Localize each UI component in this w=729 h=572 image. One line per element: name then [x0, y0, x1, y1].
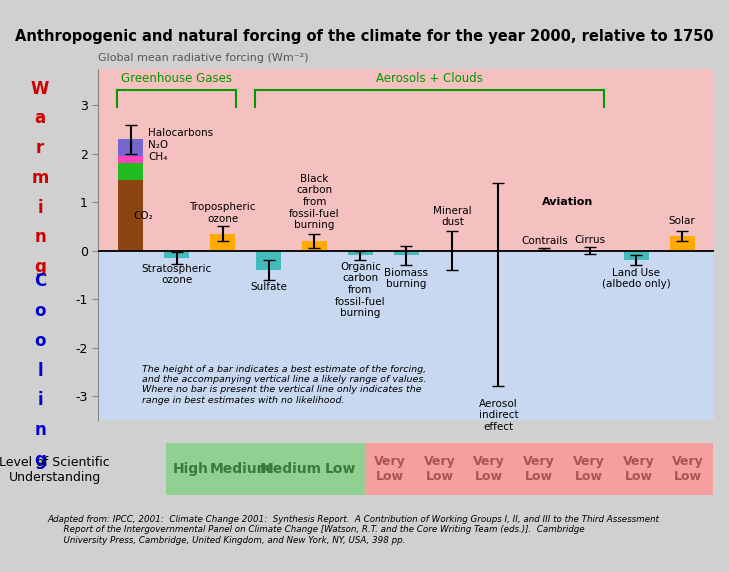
Text: r: r: [36, 139, 44, 157]
Text: Halocarbons: Halocarbons: [148, 128, 213, 138]
Text: Solar: Solar: [669, 216, 695, 227]
Text: Very
Low: Very Low: [473, 455, 505, 483]
Text: W: W: [31, 80, 50, 98]
Text: C: C: [34, 272, 46, 291]
Text: N₂O: N₂O: [148, 140, 168, 150]
Text: Medium: Medium: [260, 462, 321, 476]
Text: n: n: [34, 421, 46, 439]
Bar: [256, 251, 281, 270]
Text: g: g: [34, 258, 46, 276]
Bar: [670, 236, 695, 251]
Bar: [118, 180, 143, 251]
Text: Contrails: Contrails: [521, 236, 568, 246]
Bar: [348, 251, 373, 256]
Text: i: i: [37, 198, 43, 217]
Bar: [210, 233, 235, 251]
Text: n: n: [34, 228, 46, 247]
Text: CO₂: CO₂: [133, 210, 153, 221]
Text: The height of a bar indicates a best estimate of the forcing,
and the accompanyi: The height of a bar indicates a best est…: [142, 364, 426, 405]
Text: Greenhouse Gases: Greenhouse Gases: [121, 72, 232, 85]
Text: High: High: [173, 462, 209, 476]
Bar: [394, 251, 419, 256]
Text: i: i: [37, 391, 43, 410]
Text: Very
Low: Very Low: [573, 455, 604, 483]
Text: Very
Low: Very Low: [424, 455, 456, 483]
Text: Very
Low: Very Low: [623, 455, 655, 483]
Text: Very
Low: Very Low: [523, 455, 555, 483]
Text: Global mean radiative forcing (Wm⁻²): Global mean radiative forcing (Wm⁻²): [98, 53, 309, 62]
Text: Black
carbon
from
fossil-fuel
burning: Black carbon from fossil-fuel burning: [289, 174, 340, 230]
Text: Very
Low: Very Low: [374, 455, 406, 483]
Bar: [623, 251, 649, 260]
Text: Level of Scientific
Understanding: Level of Scientific Understanding: [0, 456, 110, 484]
Text: Biomass
burning: Biomass burning: [384, 268, 429, 289]
Text: Adapted from: IPCC, 2001:  Climate Change 2001:  Synthesis Report.  A Contributi: Adapted from: IPCC, 2001: Climate Change…: [47, 515, 659, 545]
Bar: [365, 443, 713, 495]
Text: CH₄: CH₄: [148, 152, 168, 162]
Text: Aviation: Aviation: [542, 197, 593, 207]
Bar: [166, 443, 365, 495]
Text: Mineral
dust: Mineral dust: [433, 206, 472, 227]
Text: Low: Low: [324, 462, 356, 476]
Text: g: g: [34, 451, 46, 469]
Text: Tropospheric
ozone: Tropospheric ozone: [190, 202, 256, 224]
Text: Stratospheric
ozone: Stratospheric ozone: [141, 264, 211, 285]
Bar: [118, 163, 143, 180]
Text: o: o: [34, 302, 46, 320]
Bar: [98, 251, 714, 420]
Text: Land Use
(albedo only): Land Use (albedo only): [602, 268, 671, 289]
Bar: [118, 156, 143, 163]
Text: Sulfate: Sulfate: [250, 282, 287, 292]
Bar: [98, 69, 714, 251]
Bar: [118, 140, 143, 156]
Bar: [302, 241, 327, 251]
Text: Aerosols + Clouds: Aerosols + Clouds: [376, 72, 483, 85]
Text: Medium: Medium: [210, 462, 272, 476]
Text: Organic
carbon
from
fossil-fuel
burning: Organic carbon from fossil-fuel burning: [335, 262, 386, 318]
Text: Aerosol
indirect
effect: Aerosol indirect effect: [478, 399, 518, 432]
Text: o: o: [34, 332, 46, 350]
Text: Cirrus: Cirrus: [574, 235, 606, 245]
Bar: [164, 251, 190, 258]
Text: a: a: [34, 109, 46, 128]
Text: m: m: [31, 169, 49, 187]
Text: l: l: [37, 362, 43, 380]
Text: Very
Low: Very Low: [672, 455, 704, 483]
Text: Anthropogenic and natural forcing of the climate for the year 2000, relative to : Anthropogenic and natural forcing of the…: [15, 29, 714, 43]
Bar: [531, 249, 557, 251]
